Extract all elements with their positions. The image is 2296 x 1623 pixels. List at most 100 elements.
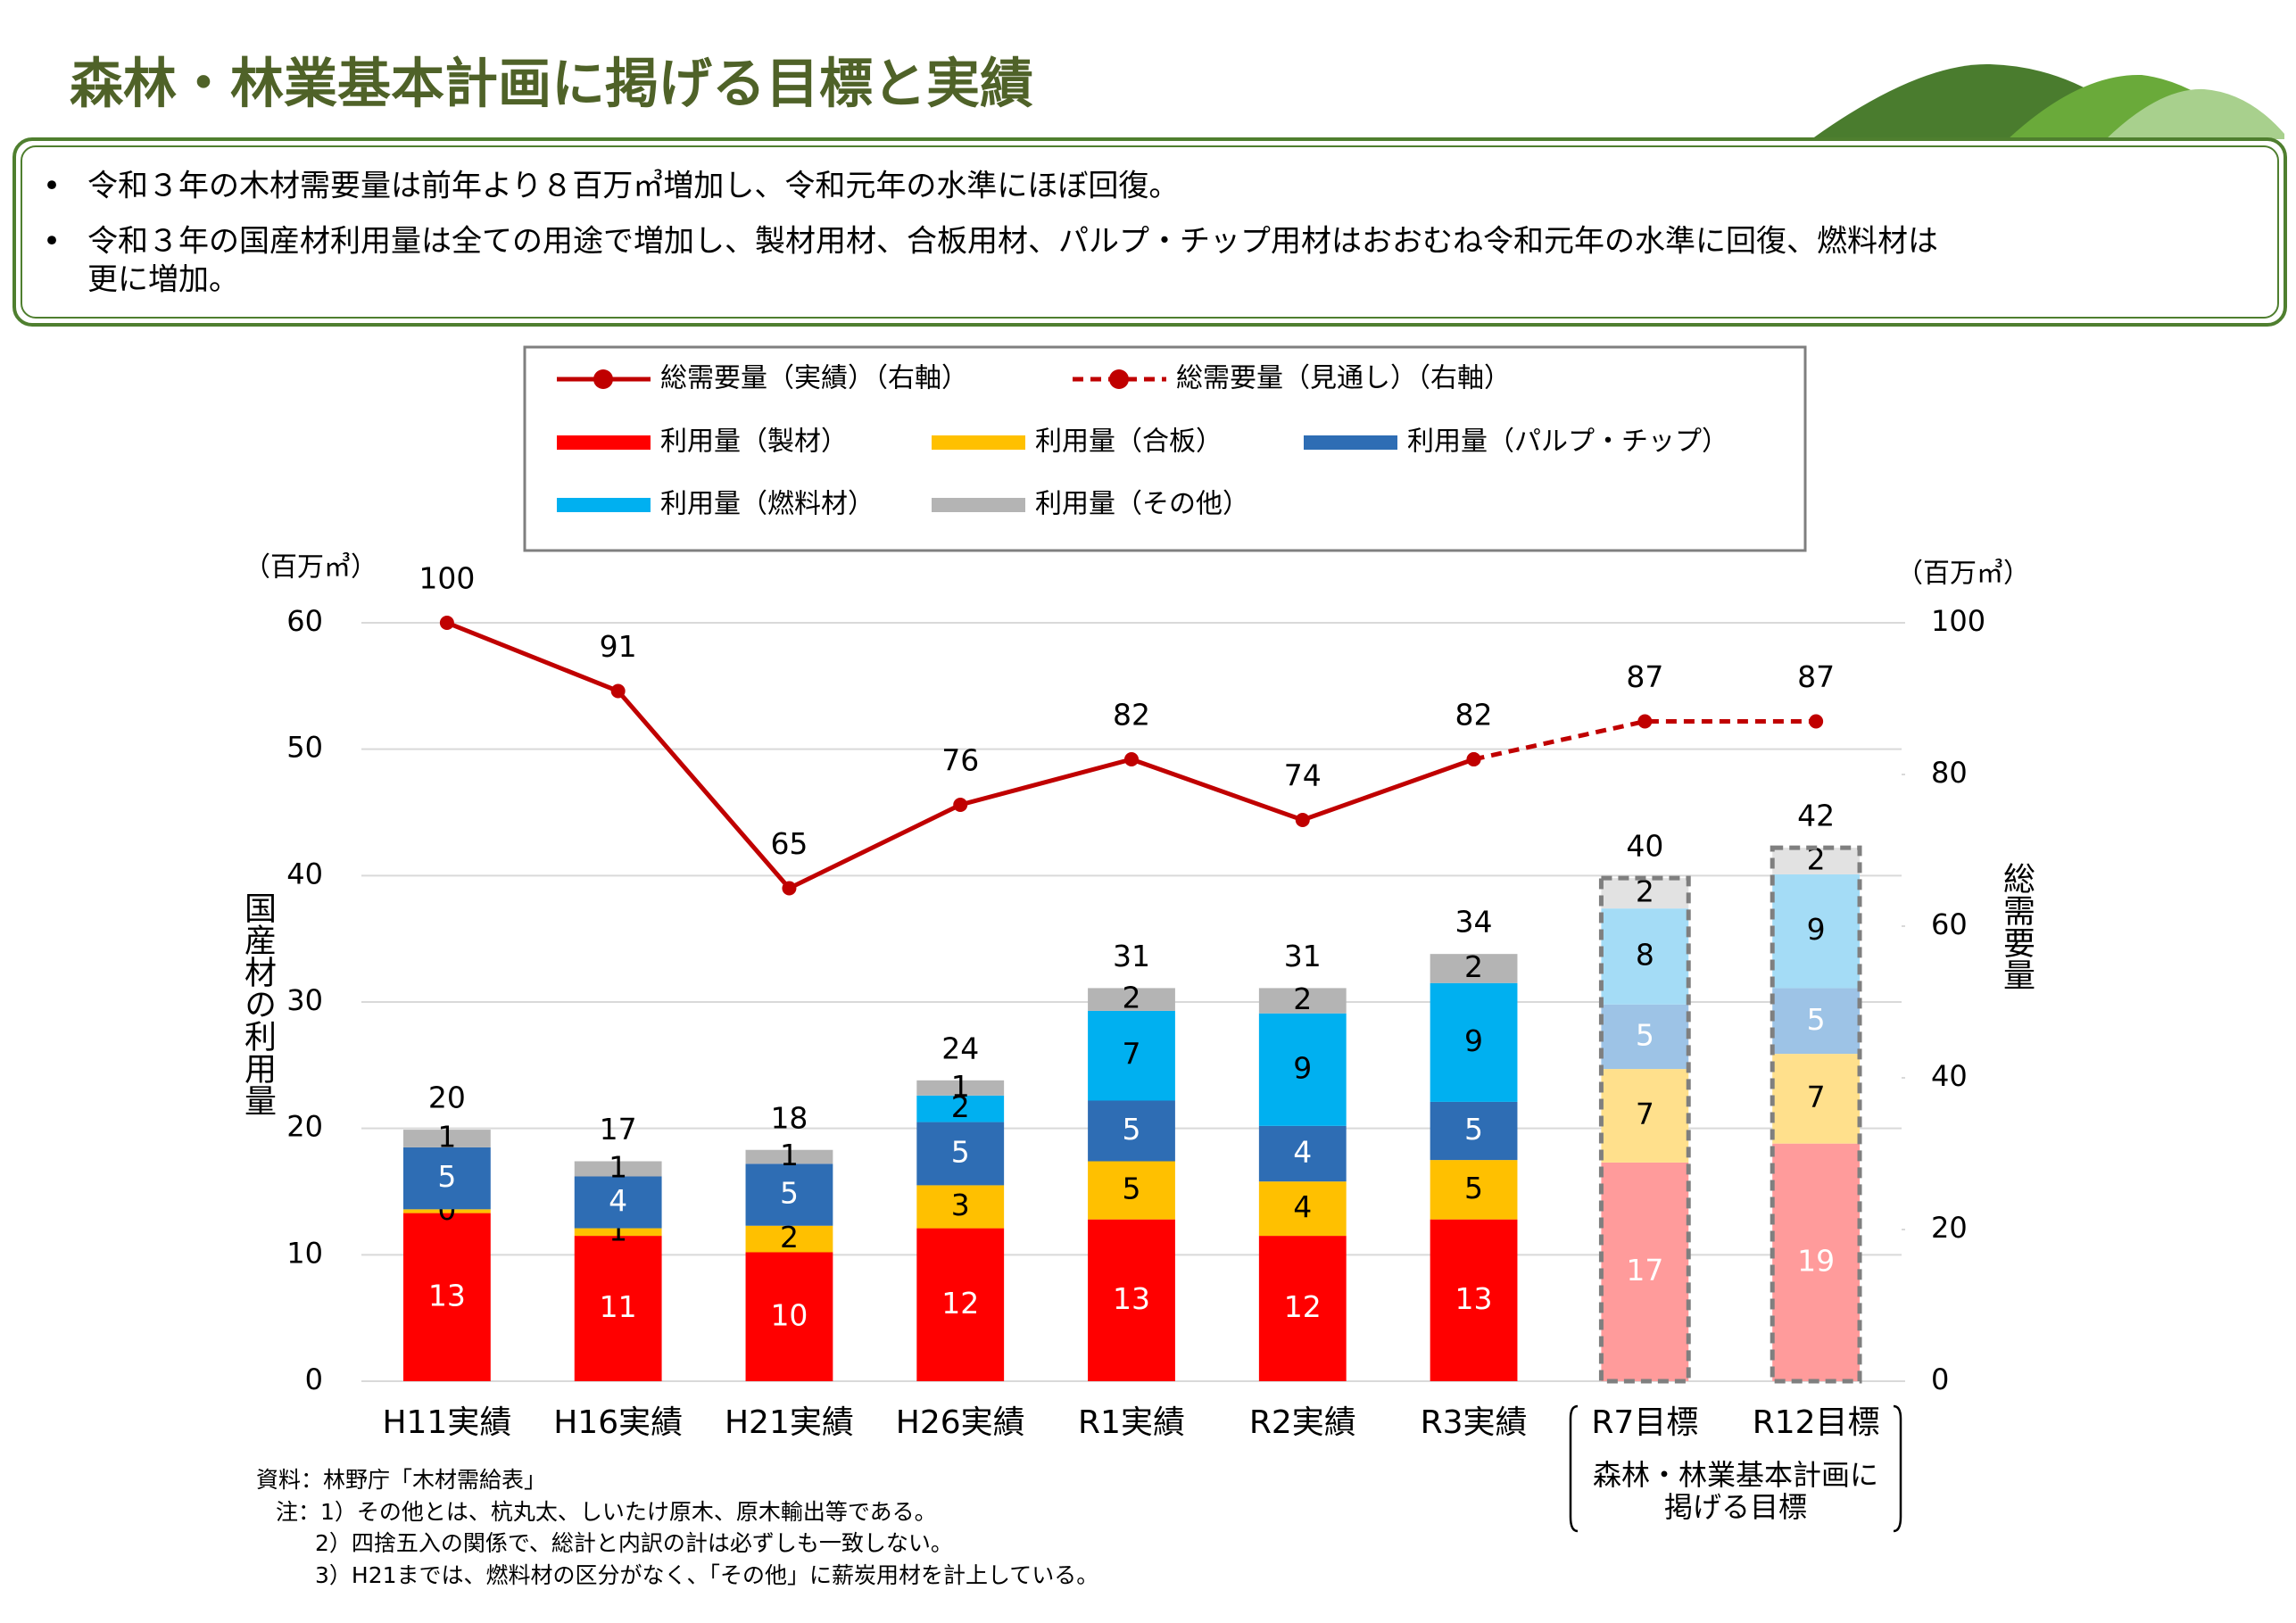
bar-value-label: 2 — [951, 1089, 970, 1124]
bar-segment — [1258, 1125, 1347, 1182]
y-unit: （百万㎥） — [244, 552, 377, 584]
y-tick-label: 0 — [305, 1362, 323, 1396]
bar-segment — [1088, 1219, 1175, 1381]
legend-swatch — [932, 435, 1025, 450]
bar-segment — [574, 1236, 662, 1381]
bar-segment — [1601, 1004, 1689, 1070]
bar-segment — [916, 1122, 1005, 1186]
bar-value-label: 5 — [1807, 1002, 1826, 1037]
bar-value-label: 12 — [941, 1286, 979, 1321]
y2-tick-label: 20 — [1931, 1211, 1968, 1245]
bar-value-label: 5 — [1123, 1172, 1141, 1206]
total-label: 20 — [428, 1081, 466, 1115]
group-bracket — [1569, 1404, 1902, 1533]
target-outline — [1598, 875, 1691, 1384]
bullet-dot: • — [43, 224, 61, 260]
bar-segment — [1088, 1100, 1175, 1162]
bullet-text: 更に増加。 — [87, 262, 239, 298]
bar-segment — [402, 1213, 491, 1381]
x-tick-label: H11実績 — [382, 1404, 511, 1441]
bullet-dot: • — [43, 169, 61, 204]
line — [1473, 719, 1817, 762]
legend-swatch — [1304, 435, 1397, 450]
bar-segment — [574, 1161, 662, 1177]
bar-segment — [1088, 1010, 1175, 1101]
bar-segment — [1258, 1013, 1347, 1126]
line-point — [1295, 813, 1310, 827]
total-label: 31 — [1284, 939, 1322, 973]
line-point — [953, 798, 968, 812]
legend-label: 利用量（パルプ・チップ） — [1407, 426, 1728, 458]
bar-value-label: 17 — [1626, 1253, 1663, 1288]
bar-segment — [916, 1228, 1005, 1381]
bar-value-label: 13 — [1113, 1281, 1150, 1316]
legend-swatch — [557, 435, 651, 450]
y2-unit: （百万㎥） — [1896, 559, 2030, 590]
bar-value-label: 8 — [1636, 938, 1654, 973]
bar-value-label: 7 — [1123, 1037, 1141, 1072]
bar-value-label: 2 — [1636, 874, 1654, 909]
bar-segment — [1258, 1236, 1347, 1381]
y-tick-label: 60 — [286, 604, 323, 638]
bar-segment — [1430, 954, 1518, 983]
bar-value-label: 9 — [1464, 1023, 1483, 1058]
y-tick-label: 50 — [286, 731, 323, 765]
bar-value-label: 2 — [1807, 842, 1826, 877]
total-label: 34 — [1455, 905, 1493, 940]
legend-marker — [593, 369, 613, 389]
line-value-label: 82 — [1113, 698, 1150, 733]
y2-axis-title: 総需要量 — [1998, 862, 2035, 990]
bar-value-label: 5 — [1464, 1171, 1483, 1205]
line-value-label: 91 — [600, 629, 637, 664]
legend-label: 総需要量（見通し）（右軸） — [1176, 363, 1511, 394]
bar-value-label: 4 — [1293, 1189, 1312, 1224]
bar-segment — [916, 1080, 1005, 1096]
bar-segment — [402, 1209, 491, 1213]
source-note: 3）H21までは、燃料材の区分がなく、「その他」に薪炭用材を計上している。 — [315, 1562, 1098, 1588]
total-label: 42 — [1797, 799, 1835, 833]
bar-segment — [745, 1252, 833, 1381]
bar-segment — [1088, 988, 1175, 1011]
total-label: 18 — [770, 1100, 808, 1135]
bar-value-label: 4 — [609, 1183, 627, 1218]
bar-value-label: 5 — [780, 1176, 799, 1211]
y2-tick-label: 100 — [1931, 604, 1985, 638]
bar-segment — [574, 1228, 662, 1237]
bar-value-label: 2 — [1464, 949, 1483, 984]
line-point — [1809, 714, 1824, 729]
line-point — [1637, 714, 1653, 729]
bar-value-label: 5 — [951, 1135, 970, 1170]
y-tick-label: 40 — [286, 857, 323, 890]
bar-segment — [1772, 1054, 1861, 1144]
bar-segment — [1430, 1160, 1518, 1220]
bar-value-label: 7 — [1807, 1080, 1826, 1114]
x-tick-label: R3実績 — [1421, 1404, 1528, 1441]
line-point — [782, 881, 797, 896]
bar-segment — [745, 1149, 833, 1164]
bullet-box — [12, 137, 2287, 327]
bar-segment — [1772, 1143, 1861, 1381]
legend-label: 利用量（合板） — [1035, 426, 1223, 458]
bar-segment — [1772, 848, 1861, 874]
bar-segment — [745, 1225, 833, 1253]
bar-value-label: 2 — [1293, 981, 1312, 1016]
bullet-text: 令和３年の木材需要量は前年より８百万㎥増加し、令和元年の水準にほぼ回復。 — [87, 169, 1179, 204]
bar-segment — [1430, 982, 1518, 1102]
y-tick-label: 10 — [286, 1236, 323, 1270]
bar-segment — [1601, 908, 1689, 1005]
bar-value-label: 9 — [1293, 1050, 1312, 1085]
total-label: 17 — [600, 1112, 637, 1147]
bar-segment — [1430, 1219, 1518, 1381]
y-tick-label: 30 — [286, 983, 323, 1017]
bar-value-label: 11 — [600, 1289, 637, 1324]
bar-value-label: 5 — [1636, 1017, 1654, 1052]
legend-label: 利用量（燃料材） — [660, 489, 874, 520]
x-tick-label: R7目標 — [1591, 1404, 1698, 1441]
legend-swatch — [932, 498, 1025, 512]
page-title: 森林・林業基本計画に掲げる目標と実績 — [70, 54, 1033, 116]
y-tick-label: 20 — [286, 1110, 323, 1144]
bar-value-label: 7 — [1636, 1097, 1654, 1131]
y2-tick-label: 40 — [1931, 1059, 1968, 1093]
